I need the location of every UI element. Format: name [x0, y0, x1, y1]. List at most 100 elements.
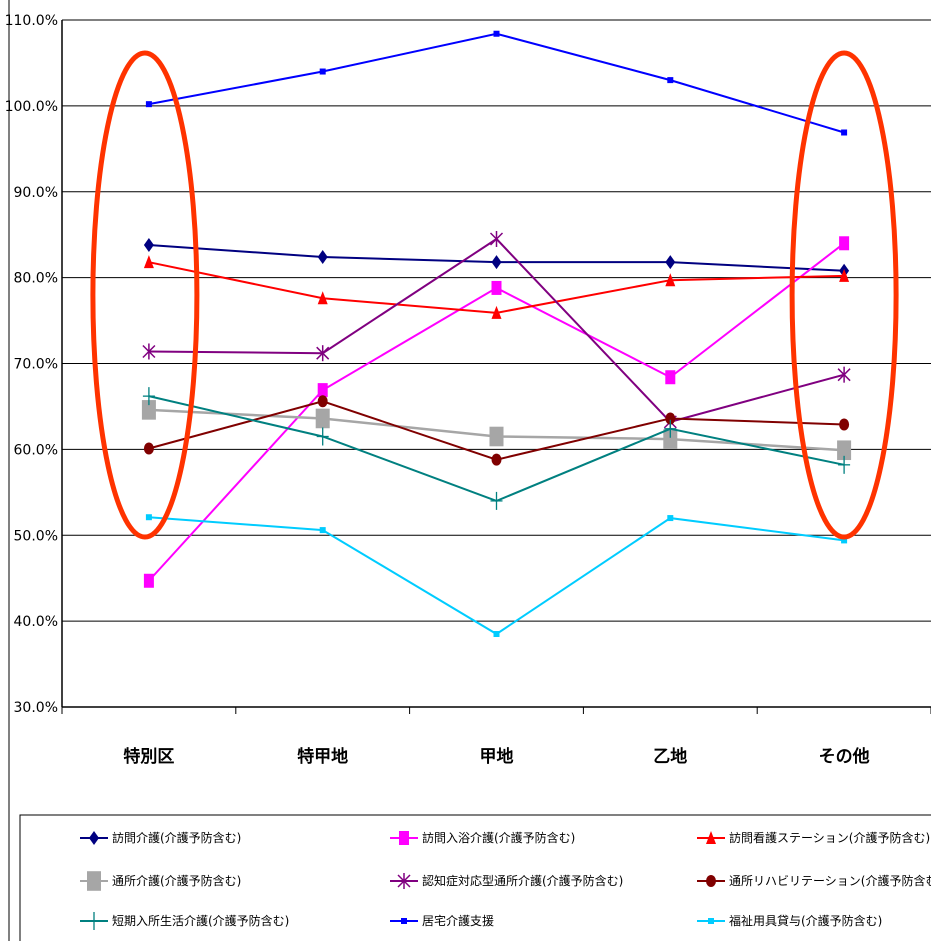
legend-item: 短期入所生活介護(介護予防含む) [80, 912, 289, 930]
series-2 [143, 236, 850, 588]
x-tick-label: その他 [819, 746, 870, 767]
circle-marker [491, 453, 502, 466]
legend-item: 居宅介護支援 [390, 913, 494, 928]
series-1 [143, 237, 850, 278]
square-marker [315, 408, 330, 429]
diamond-marker [317, 250, 328, 265]
star-marker [837, 366, 851, 383]
series-8 [145, 30, 848, 136]
square-marker [489, 426, 504, 447]
y-tick-label: 110.0% [5, 13, 58, 29]
plus-marker [316, 427, 329, 446]
triangle-marker [491, 305, 502, 319]
square-marker [663, 429, 678, 449]
x-tick-label: 乙地 [653, 746, 687, 767]
y-tick-label: 50.0% [14, 528, 58, 544]
y-tick-label: 100.0% [5, 99, 58, 115]
square-marker [837, 440, 852, 461]
diamond-marker [89, 831, 99, 845]
triangle-marker [706, 831, 716, 844]
square-marker [317, 383, 328, 398]
plus-marker [88, 912, 100, 930]
square-marker [145, 101, 152, 108]
triangle-marker [839, 268, 850, 282]
square-marker [493, 631, 500, 638]
diamond-marker [665, 255, 676, 270]
circle-marker [706, 875, 716, 887]
legend-label: 認知症対応型通所介護(介護予防含む) [422, 873, 623, 888]
y-tick-label: 60.0% [14, 442, 58, 458]
y-tick-label: 90.0% [14, 185, 58, 201]
x-tick-label: 甲地 [480, 746, 514, 767]
star-marker [397, 873, 411, 889]
plus-marker [142, 387, 155, 406]
square-marker [319, 527, 326, 534]
diamond-marker [491, 255, 502, 270]
legend-item: 通所介護(介護予防含む) [80, 871, 241, 891]
legend-label: 訪問介護(介護予防含む) [112, 830, 241, 845]
circle-marker [665, 412, 676, 425]
legend-label: 短期入所生活介護(介護予防含む) [112, 913, 289, 928]
diamond-marker [143, 237, 154, 252]
square-marker [665, 370, 676, 385]
legend-item: 認知症対応型通所介護(介護予防含む) [390, 873, 623, 889]
series-6 [143, 395, 850, 466]
plus-marker [664, 419, 677, 438]
legend-label: 訪問入浴介護(介護予防含む) [422, 830, 575, 845]
square-marker [491, 280, 502, 295]
legend-item: 福祉用具貸与(介護予防含む) [697, 913, 882, 928]
square-marker [839, 236, 850, 251]
square-marker [319, 68, 326, 75]
y-tick-label: 30.0% [14, 700, 58, 716]
star-marker [316, 345, 330, 362]
triangle-marker [665, 273, 676, 287]
square-marker [141, 400, 156, 420]
series-line [148, 516, 845, 636]
series-9 [145, 514, 848, 638]
square-marker [493, 30, 500, 37]
square-marker [145, 514, 152, 521]
circle-marker [317, 395, 328, 408]
series-line [148, 395, 845, 502]
star-marker [142, 343, 156, 360]
square-marker [841, 129, 848, 136]
square-marker [841, 537, 848, 544]
plus-marker [838, 455, 851, 474]
circle-marker [839, 418, 850, 431]
square-marker [401, 918, 407, 924]
series-4 [141, 400, 852, 461]
legend-item: 訪問入浴介護(介護予防含む) [390, 830, 575, 845]
legend-label: 居宅介護支援 [422, 913, 494, 928]
legend-label: 福祉用具貸与(介護予防含む) [729, 913, 882, 928]
y-tick-label: 70.0% [14, 357, 58, 373]
highlight-ellipse [90, 50, 200, 540]
y-tick-label: 80.0% [14, 271, 58, 287]
square-marker [143, 573, 154, 588]
square-marker [399, 831, 409, 845]
legend-label: 通所介護(介護予防含む) [112, 873, 241, 888]
highlight-ellipse [789, 50, 899, 540]
series-3 [143, 255, 850, 319]
legend-item: 訪問看護ステーション(介護予防含む) [697, 830, 930, 845]
x-tick-label: 特甲地 [297, 746, 348, 767]
square-marker [667, 515, 674, 522]
legend-box [19, 814, 931, 945]
triangle-marker [317, 291, 328, 305]
series-line [148, 32, 845, 134]
legend-item: 通所リハビリテーション(介護予防含む) [697, 873, 931, 888]
y-tick-label: 40.0% [14, 614, 58, 630]
x-tick-label: 特別区 [123, 746, 174, 767]
legend-item: 訪問介護(介護予防含む) [80, 830, 241, 845]
legend-label: 訪問看護ステーション(介護予防含む) [729, 830, 930, 845]
triangle-marker [143, 255, 154, 269]
plus-marker [490, 491, 503, 510]
circle-marker [143, 442, 154, 455]
star-marker [489, 230, 504, 247]
series-7 [142, 387, 851, 510]
square-marker [667, 77, 674, 84]
square-marker [708, 918, 714, 924]
legend-label: 通所リハビリテーション(介護予防含む) [729, 873, 931, 888]
square-marker [87, 871, 101, 891]
